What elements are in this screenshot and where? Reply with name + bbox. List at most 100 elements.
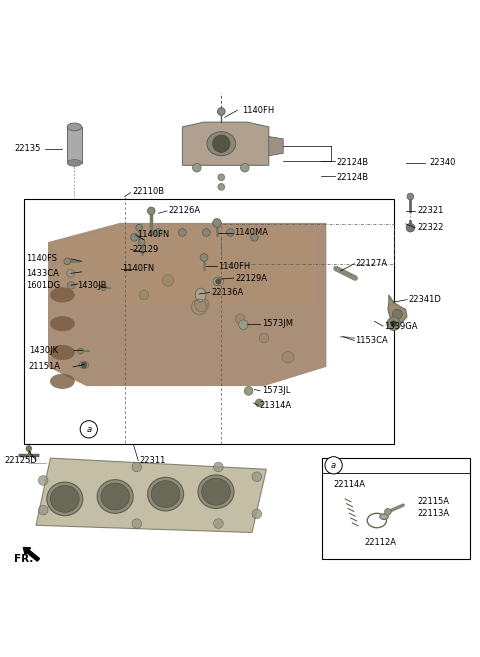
Circle shape [325,457,342,474]
Circle shape [139,290,149,300]
Circle shape [162,275,174,286]
Circle shape [251,233,258,241]
Text: 1140FN: 1140FN [137,231,169,239]
Text: 1153CA: 1153CA [355,336,388,345]
Ellipse shape [50,317,74,331]
Ellipse shape [195,288,206,302]
Text: FR.: FR. [14,554,34,564]
Circle shape [240,164,249,172]
Text: 1573JL: 1573JL [262,386,290,396]
Text: 22112A: 22112A [365,537,397,547]
Circle shape [26,445,32,451]
Text: 1140FS: 1140FS [26,254,58,263]
Ellipse shape [151,481,180,508]
Circle shape [407,193,414,200]
Ellipse shape [213,277,224,286]
Circle shape [213,219,221,227]
Text: 22129: 22129 [132,245,158,254]
Text: 1140FH: 1140FH [218,261,251,271]
Text: 22129A: 22129A [235,273,267,283]
Circle shape [387,317,400,330]
Ellipse shape [202,478,230,505]
Text: 22321: 22321 [418,206,444,215]
Circle shape [213,135,230,152]
Circle shape [239,320,248,329]
Polygon shape [182,122,269,166]
Circle shape [136,224,143,231]
Text: a: a [331,461,336,470]
Circle shape [218,183,225,191]
Text: 21151A: 21151A [29,363,61,371]
Ellipse shape [50,346,74,359]
Bar [322,458,470,559]
Ellipse shape [97,480,133,513]
Text: 22126A: 22126A [168,206,200,215]
Polygon shape [48,223,326,386]
Text: 1601DG: 1601DG [26,281,60,290]
Circle shape [217,108,225,116]
Text: 22127A: 22127A [355,260,387,268]
Circle shape [132,519,142,528]
Circle shape [67,281,75,289]
Text: 1430JK: 1430JK [29,346,58,355]
Circle shape [227,229,234,237]
Circle shape [38,476,48,486]
Circle shape [235,314,245,324]
Circle shape [147,207,155,215]
Ellipse shape [148,477,184,511]
Text: 22136A: 22136A [211,288,243,297]
Text: 1140FN: 1140FN [122,264,155,273]
Text: 22311: 22311 [139,456,166,465]
Ellipse shape [380,514,388,520]
Circle shape [214,463,223,472]
Circle shape [259,333,269,343]
Circle shape [64,258,71,265]
Circle shape [200,254,208,261]
FancyArrow shape [24,547,39,561]
Ellipse shape [50,486,79,512]
Text: 22125D: 22125D [5,456,37,465]
Text: 1140MA: 1140MA [234,228,268,237]
Circle shape [78,348,84,354]
Text: 22115A: 22115A [418,497,450,506]
Circle shape [38,505,48,515]
Ellipse shape [198,475,234,509]
Text: 22135: 22135 [14,144,41,153]
Circle shape [218,174,225,181]
Polygon shape [269,137,283,156]
Circle shape [155,229,162,237]
Circle shape [203,229,210,237]
Ellipse shape [101,483,130,510]
Circle shape [214,519,223,528]
Circle shape [194,298,209,311]
Text: a: a [86,425,91,434]
Circle shape [252,472,262,482]
Circle shape [244,386,253,396]
Ellipse shape [47,482,83,516]
Text: 22322: 22322 [418,223,444,232]
Text: 1573JM: 1573JM [262,319,293,328]
Text: 22110B: 22110B [132,187,164,196]
Circle shape [131,233,138,241]
Text: 22113A: 22113A [418,509,450,518]
Circle shape [252,509,262,518]
Circle shape [138,238,145,246]
Circle shape [67,269,74,277]
Text: 22341D: 22341D [408,295,441,304]
Circle shape [406,223,415,232]
Polygon shape [36,458,266,533]
Circle shape [282,351,294,363]
Circle shape [216,279,221,284]
Text: 22124B: 22124B [336,158,368,168]
Text: 21314A: 21314A [259,401,291,410]
Bar [24,199,394,443]
Polygon shape [388,295,407,324]
Text: 1140FH: 1140FH [242,106,275,114]
Ellipse shape [79,361,89,369]
Circle shape [384,509,391,515]
Text: 22114A: 22114A [334,480,366,489]
Circle shape [132,463,142,472]
Circle shape [81,362,87,368]
Bar [67,127,82,163]
Circle shape [255,399,263,407]
